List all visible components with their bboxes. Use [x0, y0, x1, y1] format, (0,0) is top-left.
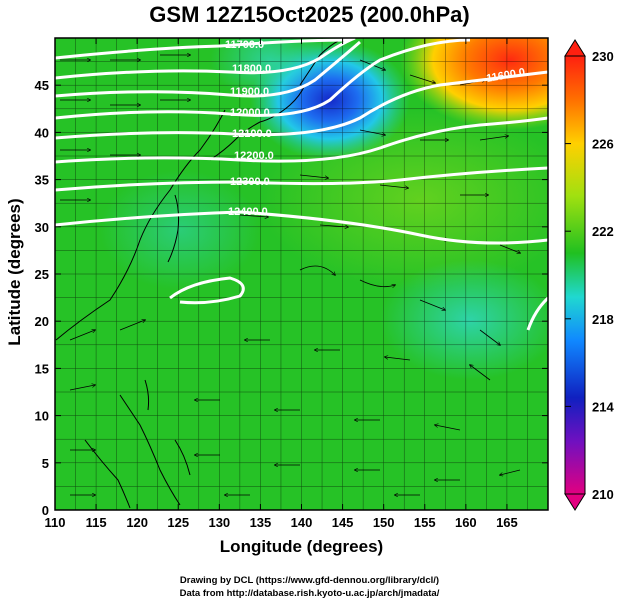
y-tick-label: 5	[42, 456, 49, 471]
x-tick-label: 160	[455, 515, 477, 530]
y-tick-label: 30	[35, 220, 49, 235]
y-tick-label: 40	[35, 125, 49, 140]
x-tick-label: 145	[332, 515, 354, 530]
colorbar-top-arrow	[564, 39, 586, 57]
height-contours	[55, 38, 548, 331]
y-tick-label: 45	[35, 78, 49, 93]
warm-anomaly	[400, 38, 548, 130]
x-axis-label: Longitude (degrees)	[219, 537, 384, 556]
colorbar: 230 226 222 218 214 210	[564, 39, 614, 511]
contour-line	[55, 38, 351, 60]
contour-line	[55, 166, 548, 192]
y-tick-label: 0	[42, 503, 49, 518]
contour-label: 12000.0	[230, 107, 270, 119]
contour-label: 11900.0	[230, 86, 269, 98]
colorbar-bottom-arrow	[564, 493, 586, 511]
contour-line	[55, 38, 471, 120]
contour-label: 11700.0	[225, 39, 264, 51]
contour-line	[55, 210, 548, 245]
x-tick-label: 165	[496, 515, 518, 530]
contour-label: 12200.0	[234, 150, 274, 162]
contour-label: 11800.0	[232, 63, 271, 75]
contour-label: 12100.0	[232, 128, 272, 140]
contour-label: 12400.0	[228, 206, 268, 218]
colorbar-label: 218	[592, 312, 614, 327]
colorbar-label: 210	[592, 487, 614, 502]
contour-line	[55, 40, 361, 98]
colorbar-label: 214	[592, 399, 614, 414]
y-tick-label: 15	[35, 361, 49, 376]
chart-title: GSM 12Z15Oct2025 (200.0hPa)	[149, 2, 470, 27]
contour-label: 12300.0	[230, 176, 270, 188]
x-tick-label: 130	[208, 515, 230, 530]
x-tick-label: 140	[291, 515, 313, 530]
y-axis: 0 5 10 15 20 25 30 35 40 45	[35, 78, 548, 518]
x-tick-label: 120	[126, 515, 148, 530]
grid	[55, 38, 548, 510]
y-tick-label: 10	[35, 409, 49, 424]
x-tick-label: 125	[167, 515, 189, 530]
contour-line	[55, 38, 356, 80]
x-tick-label: 110	[45, 515, 66, 530]
x-tick-label: 155	[414, 515, 436, 530]
coastline	[55, 39, 341, 509]
contour-line	[526, 296, 548, 331]
x-tick-label: 115	[86, 515, 107, 530]
colorbar-label: 230	[592, 49, 614, 64]
colorbar-label: 226	[592, 137, 614, 152]
y-tick-label: 25	[35, 267, 49, 282]
credit-drawing: Drawing by DCL (https://www.gfd-dennou.o…	[179, 575, 440, 586]
x-tick-label: 135	[250, 515, 272, 530]
x-axis: 110 115 120 125 130 135 140 145 150 155 160 165	[45, 38, 518, 530]
colorbar-label: 222	[592, 224, 614, 239]
contour-line	[55, 70, 548, 140]
contour-line	[55, 116, 548, 164]
y-axis-label: Latitude (degrees)	[5, 198, 24, 346]
x-tick-label: 150	[373, 515, 395, 530]
y-tick-label: 35	[35, 173, 49, 188]
colorbar-bar	[564, 55, 586, 495]
temperature-shading: 11700.0 11800.0 11900.0 12000.0 12100.0 …	[55, 38, 548, 510]
contour-line	[169, 276, 245, 305]
y-tick-label: 20	[35, 314, 49, 329]
credit-data: Data from http://database.rish.kyoto-u.a…	[179, 588, 440, 599]
